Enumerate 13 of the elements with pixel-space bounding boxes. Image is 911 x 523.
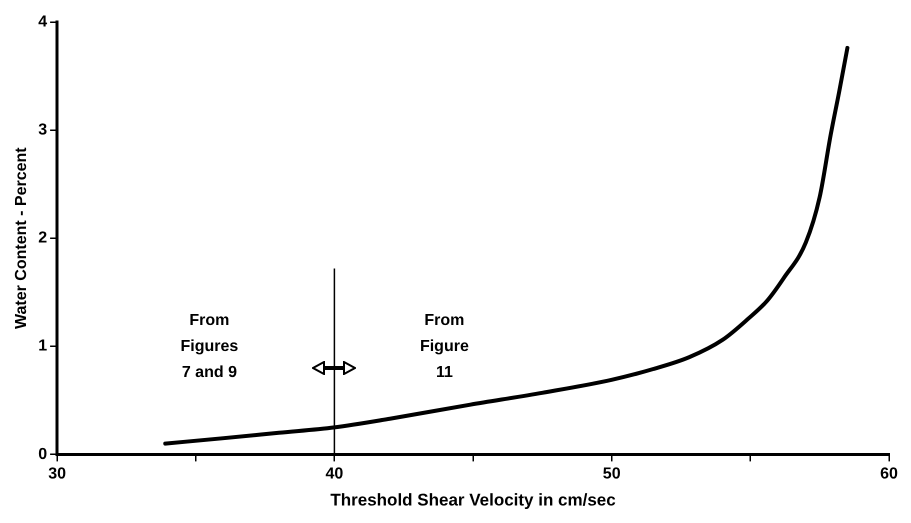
y-tick-label: 1	[38, 338, 48, 355]
y-tick-label: 2	[38, 230, 48, 247]
x-tick-label: 50	[602, 465, 621, 482]
y-tick-label: 4	[38, 13, 48, 30]
x-tick-label: 30	[48, 465, 66, 482]
y-axis-title: Water Content - Percent	[13, 146, 30, 330]
x-tick-label: 40	[326, 465, 344, 482]
x-axis-title: Threshold Shear Velocity in cm/sec	[330, 490, 616, 510]
annotation: From Figures 7 and 9	[180, 312, 238, 381]
x-tick-label: 60	[880, 465, 898, 482]
y-tick-label: 0	[38, 446, 48, 463]
annotation: From Figure 11	[420, 312, 469, 381]
y-tick-label: 3	[38, 122, 48, 139]
